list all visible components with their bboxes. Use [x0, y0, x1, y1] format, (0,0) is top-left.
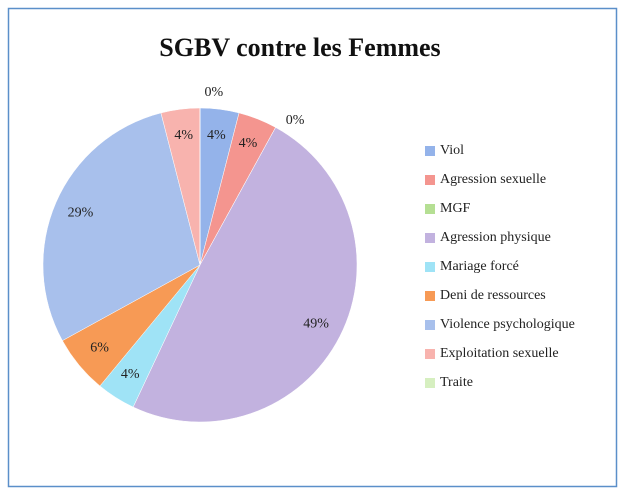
legend-swatch — [425, 204, 435, 214]
legend-label: Agression physique — [440, 230, 551, 245]
data-label: 4% — [207, 128, 226, 143]
legend-swatch — [425, 175, 435, 185]
data-label: 4% — [121, 367, 140, 382]
legend-label: Violence psychologique — [440, 317, 575, 332]
legend-swatch — [425, 262, 435, 272]
data-label: 6% — [90, 340, 109, 355]
chart-title: SGBV contre les Femmes — [159, 33, 440, 62]
data-label: 0% — [286, 113, 305, 128]
data-label: 4% — [174, 128, 193, 143]
legend-swatch — [425, 146, 435, 156]
legend-label: Viol — [440, 143, 464, 158]
legend-label: Agression sexuelle — [440, 172, 546, 187]
legend-swatch — [425, 378, 435, 388]
data-label: 4% — [239, 136, 258, 151]
legend-swatch — [425, 349, 435, 359]
pie-slice — [42, 112, 201, 341]
legend-swatch — [425, 291, 435, 301]
legend-label: Exploitation sexuelle — [440, 346, 559, 361]
legend-swatch — [425, 233, 435, 243]
data-label: 29% — [68, 205, 94, 220]
data-label: 49% — [303, 316, 329, 331]
pie-slice — [132, 127, 358, 423]
legend-label: Mariage forcé — [440, 259, 519, 274]
legend-label: Deni de ressources — [440, 288, 546, 303]
legend-label: MGF — [440, 201, 471, 216]
legend-swatch — [425, 320, 435, 330]
data-label: 0% — [204, 85, 223, 100]
legend-label: Traite — [440, 375, 473, 390]
